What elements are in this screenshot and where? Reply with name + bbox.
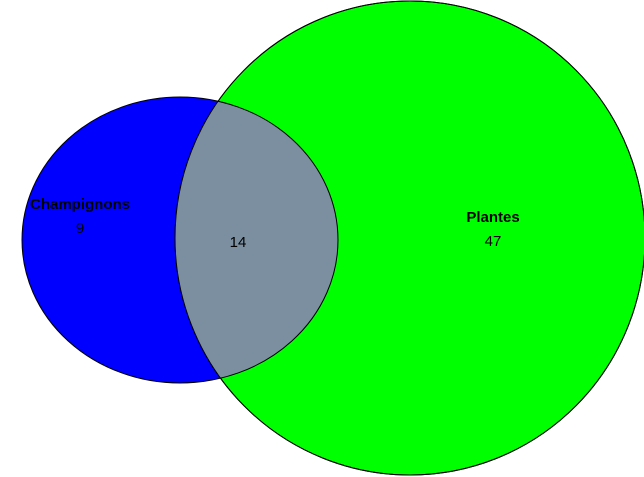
- intersection: [175, 97, 338, 383]
- intersection-count: 14: [230, 234, 247, 251]
- set-count: 47: [485, 233, 502, 250]
- set-name: Plantes: [466, 209, 519, 226]
- set-name: Champignons: [30, 196, 130, 213]
- set-count: 9: [76, 220, 84, 237]
- outline: [174, 0, 644, 476]
